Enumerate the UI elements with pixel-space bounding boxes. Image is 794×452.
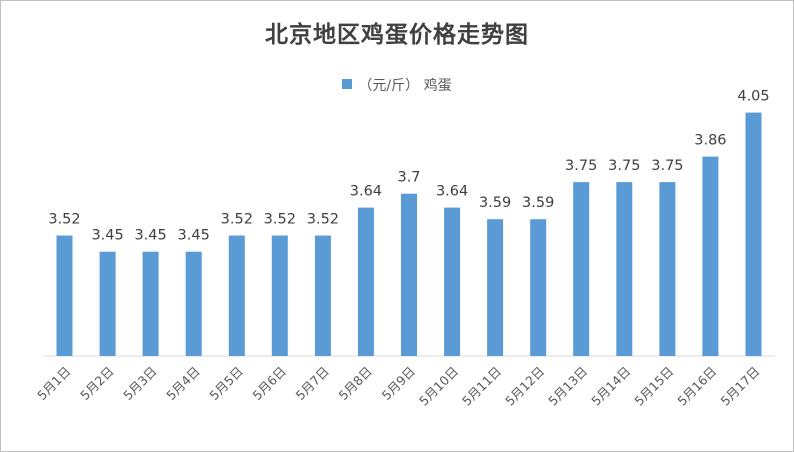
x-tick-label: 5月11日 [459, 364, 504, 409]
bar [228, 235, 245, 356]
data-label: 3.75 [565, 158, 597, 174]
x-tick-label: 5月12日 [502, 364, 547, 409]
bar [185, 251, 202, 356]
data-label: 3.52 [307, 212, 339, 228]
bar [357, 207, 374, 356]
data-label: 3.59 [522, 195, 554, 211]
x-tick-label: 5月8日 [335, 364, 375, 404]
data-label: 3.45 [91, 228, 123, 244]
bar [99, 251, 116, 356]
x-tick-label: 5月4日 [163, 364, 203, 404]
legend-label: （元/斤） 鸡蛋 [358, 78, 452, 94]
bar [444, 207, 461, 356]
data-label: 3.52 [221, 212, 253, 228]
data-label: 3.64 [436, 184, 468, 200]
bar [56, 235, 73, 356]
bar [616, 182, 633, 356]
bar [487, 219, 504, 356]
data-label: 3.75 [651, 158, 683, 174]
chart-title: 北京地区鸡蛋价格走势图 [265, 22, 529, 48]
data-label: 3.86 [694, 133, 726, 149]
x-tick-label: 5月5日 [206, 364, 246, 404]
bar [745, 112, 762, 356]
data-label: 3.75 [608, 158, 640, 174]
bar [659, 182, 676, 356]
data-label: 4.05 [737, 89, 769, 105]
data-label: 3.45 [134, 228, 166, 244]
bar [271, 235, 288, 356]
bar [530, 219, 547, 356]
x-tick-label: 5月6日 [249, 364, 289, 404]
data-label: 3.7 [397, 170, 420, 186]
x-tick-label: 5月17日 [717, 364, 762, 409]
data-label: 3.45 [178, 228, 210, 244]
x-tick-label: 5月3日 [120, 364, 160, 404]
x-tick-label: 5月13日 [545, 364, 590, 409]
data-label: 3.64 [350, 184, 382, 200]
bar [142, 251, 159, 356]
x-tick-label: 5月1日 [34, 364, 74, 404]
data-label: 3.52 [264, 212, 296, 228]
x-tick-label: 5月9日 [379, 364, 419, 404]
x-tick-label: 5月14日 [588, 364, 633, 409]
x-tick-label: 5月16日 [674, 364, 719, 409]
bar [702, 156, 719, 356]
legend-swatch [342, 79, 353, 89]
x-tick-label: 5月7日 [292, 364, 332, 404]
bar [401, 193, 417, 356]
data-label: 3.52 [48, 212, 80, 228]
x-tick-label: 5月10日 [416, 364, 461, 409]
data-label: 3.59 [479, 195, 511, 211]
x-tick-label: 5月2日 [77, 364, 117, 404]
legend: （元/斤） 鸡蛋 [1, 75, 793, 95]
x-tick-label: 5月15日 [631, 364, 676, 409]
bar [314, 235, 331, 356]
bar [573, 182, 590, 356]
